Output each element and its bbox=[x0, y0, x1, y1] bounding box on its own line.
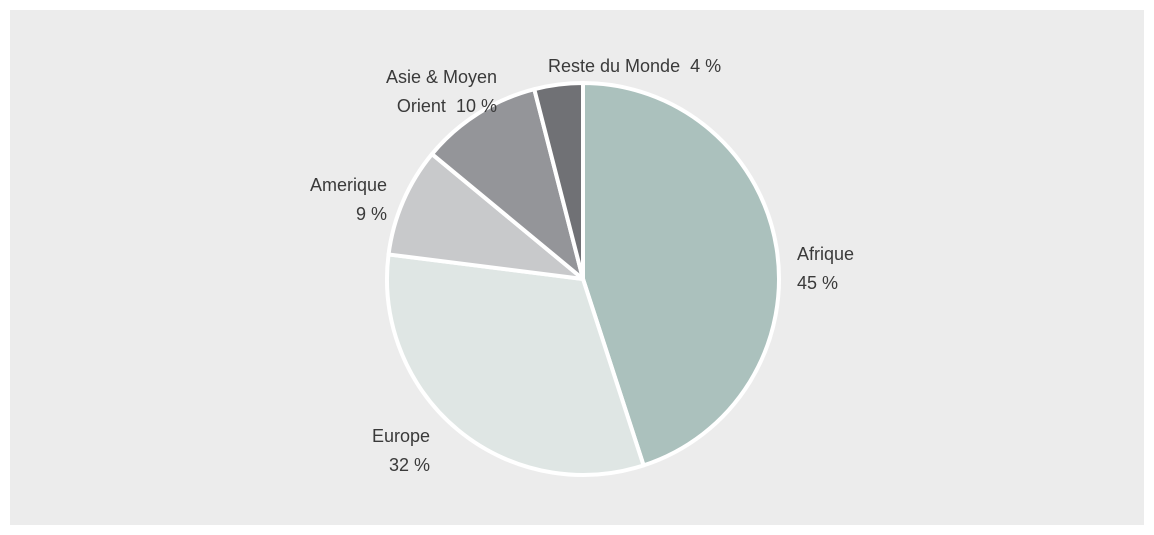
slice-label: Reste du Monde 4 % bbox=[548, 52, 721, 81]
slice-label: Europe 32 % bbox=[372, 422, 430, 480]
pie-slice bbox=[581, 81, 781, 468]
value-label: 32 % bbox=[388, 455, 430, 475]
pie-slice bbox=[385, 252, 646, 477]
value-label: 10 % bbox=[455, 96, 497, 116]
chart-panel: Afrique 45 % Europe 32 % Amerique 9 % Asie & M… bbox=[10, 10, 1144, 525]
slice-label: Amerique 9 % bbox=[310, 171, 387, 229]
category-label: Amerique bbox=[309, 175, 387, 195]
chart bbox=[385, 81, 781, 477]
pie-slice bbox=[532, 81, 585, 281]
category-label: Asie & Moyen Orient bbox=[385, 67, 497, 116]
category-label: Afrique bbox=[797, 244, 855, 264]
value-label: 45 % bbox=[797, 273, 839, 293]
slice-label: Asie & Moyen Orient 10 % bbox=[367, 63, 497, 121]
category-label: Europe bbox=[371, 426, 430, 446]
value-label: 4 % bbox=[690, 56, 722, 76]
value-label: 9 % bbox=[355, 204, 387, 224]
slice-label: Afrique 45 % bbox=[797, 240, 854, 298]
pie-slice bbox=[386, 152, 585, 281]
category-label: Reste du Monde bbox=[548, 56, 681, 76]
